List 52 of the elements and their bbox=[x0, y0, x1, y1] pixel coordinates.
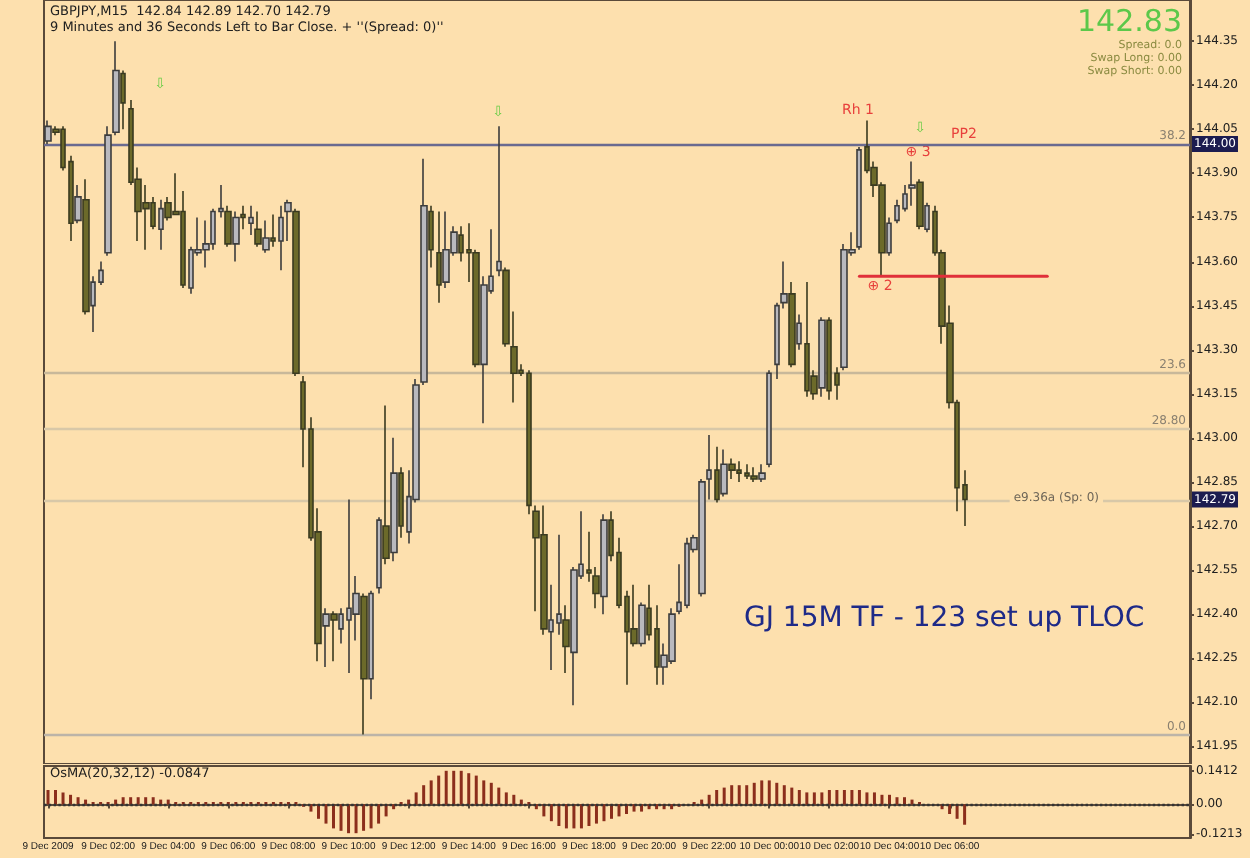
candlestick bbox=[788, 281, 796, 369]
candlestick bbox=[292, 207, 300, 377]
candlestick bbox=[330, 610, 338, 662]
candlestick bbox=[804, 281, 810, 398]
annotation: 142.83 bbox=[1077, 3, 1183, 39]
candlestick bbox=[82, 178, 90, 316]
candlestick bbox=[322, 607, 330, 668]
candlestick bbox=[262, 219, 270, 254]
candlestick bbox=[540, 504, 548, 636]
candlestick bbox=[750, 466, 758, 483]
candlestick bbox=[382, 404, 390, 565]
candlestick bbox=[278, 204, 284, 272]
candlestick bbox=[120, 69, 126, 131]
candlestick bbox=[240, 204, 246, 230]
candlestick bbox=[728, 457, 736, 480]
candlestick bbox=[916, 178, 924, 230]
candlestick bbox=[360, 592, 368, 736]
candlestick bbox=[818, 316, 826, 398]
candlestick bbox=[368, 589, 374, 701]
candlestick bbox=[496, 125, 502, 278]
candlestick bbox=[720, 448, 728, 498]
candlestick bbox=[924, 201, 930, 233]
candlestick bbox=[744, 463, 750, 480]
candlestick bbox=[398, 466, 404, 539]
candlestick bbox=[428, 204, 434, 269]
candlestick bbox=[270, 213, 276, 248]
candlestick bbox=[376, 516, 382, 595]
candlestick bbox=[74, 184, 82, 225]
candlestick bbox=[158, 199, 164, 251]
candlestick bbox=[886, 216, 892, 257]
candlestick bbox=[766, 369, 772, 469]
candlestick bbox=[248, 204, 254, 236]
candlestick bbox=[908, 160, 916, 207]
candlestick bbox=[600, 513, 608, 615]
candlestick bbox=[714, 445, 720, 504]
candlestick bbox=[442, 210, 450, 289]
candlestick bbox=[736, 460, 742, 483]
candlestick bbox=[44, 119, 52, 145]
candlestick bbox=[856, 146, 862, 251]
annotation: GJ 15M TF - 123 set up TLOC bbox=[744, 602, 1145, 634]
candlestick bbox=[346, 498, 352, 674]
candlestick bbox=[638, 601, 646, 648]
candlestick bbox=[796, 313, 802, 351]
candlestick bbox=[254, 210, 262, 248]
candlestick bbox=[232, 210, 240, 263]
candlestick bbox=[758, 463, 766, 483]
candlestick bbox=[826, 316, 832, 401]
candlestick bbox=[436, 210, 442, 304]
candlestick bbox=[684, 536, 690, 610]
candlestick bbox=[224, 204, 232, 248]
candlestick bbox=[390, 437, 398, 563]
candlestick bbox=[562, 604, 570, 674]
